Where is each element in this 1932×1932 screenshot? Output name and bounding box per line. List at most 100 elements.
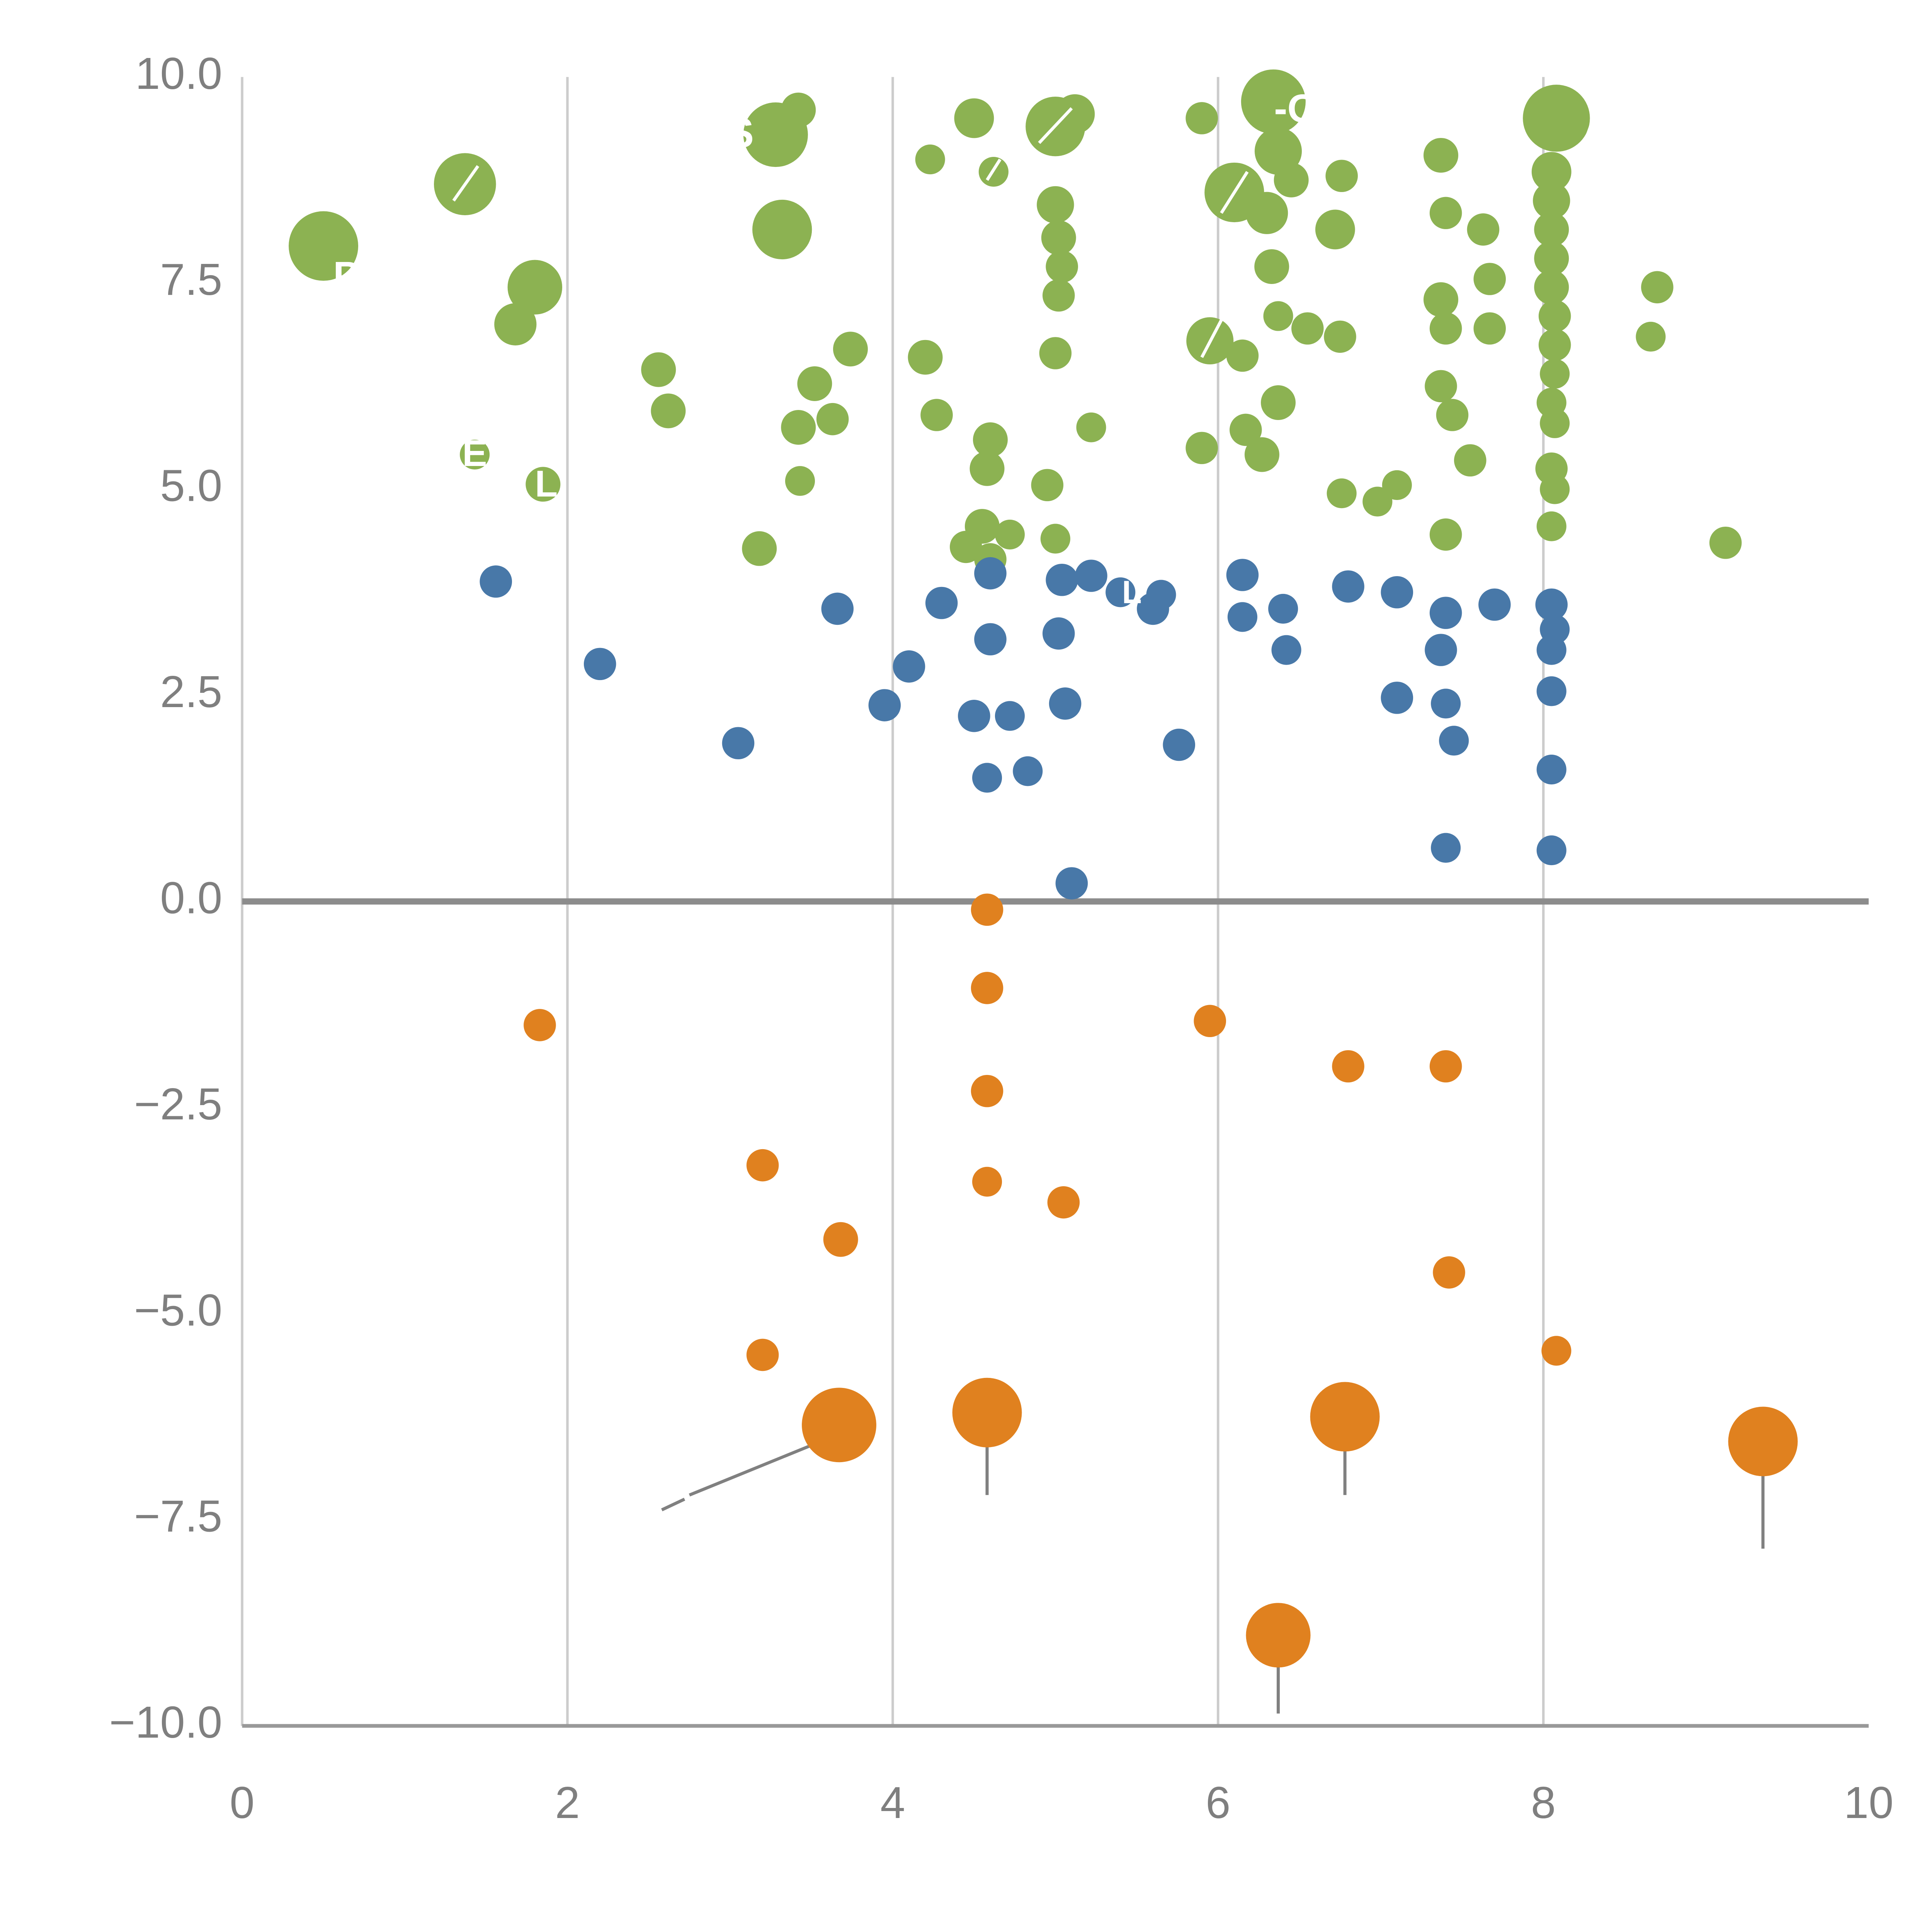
data-point-green-group [1534,241,1569,276]
data-point-green-group [526,467,561,502]
data-point-blue-group [1105,577,1136,607]
data-point-green-group [1523,85,1590,152]
leader-line-1 [661,1498,685,1512]
data-point-green-group [1536,511,1566,541]
data-point-blue-group [480,565,512,598]
data-point-green-group [1641,271,1673,304]
y-tick-label-8: −10.0 [109,1697,223,1747]
white-leader-line-4 [986,158,1002,181]
data-point-blue-group [1439,726,1469,756]
x-tick-label-2: 4 [880,1777,905,1828]
data-point-orange-group [1433,1256,1465,1289]
bubble-label-2: E [462,433,487,474]
data-point-green-group [995,519,1025,549]
data-point-green-group [1540,359,1570,389]
data-point-green-group [1230,413,1262,446]
data-point-green-group [785,466,815,496]
data-point-orange-group [1310,1382,1380,1452]
x-tick-label-0: 0 [230,1777,254,1828]
data-point-blue-group [1381,682,1413,714]
data-point-green-group [651,393,686,429]
data-point-green-group [1261,385,1296,420]
data-point-green-group [1046,250,1078,283]
data-point-blue-group [972,763,1002,793]
data-point-green-group [973,422,1008,457]
data-point-green-group [1274,162,1309,197]
data-point-green-group [1226,339,1259,372]
data-point-green-group [816,403,849,435]
data-point-orange-group [1047,1186,1080,1219]
data-point-blue-group [974,623,1007,656]
data-point-orange-group [1728,1406,1798,1476]
data-point-green-group [1254,249,1289,284]
data-point-green-group [641,352,676,387]
data-point-green-group [1037,186,1074,224]
data-point-blue-group [995,701,1025,731]
data-point-green-group [1429,312,1462,345]
data-point-blue-group [1046,563,1078,596]
data-point-green-group [1423,138,1459,173]
data-point-blue-group [1043,617,1075,650]
data-point-green-group [1636,321,1666,352]
data-point-green-group [1538,300,1571,332]
data-point-green-group [1031,469,1064,502]
data-point-orange-group [746,1149,779,1182]
data-point-green-group [1315,209,1355,250]
white-leader-line-0 [452,165,480,202]
data-point-blue-group [1055,867,1088,900]
x-tick-label-3: 6 [1206,1777,1230,1828]
data-point-green-group [781,92,816,128]
data-point-blue-group [1146,580,1176,610]
data-point-blue-group [821,592,854,625]
data-point-green-group [1429,518,1462,551]
y-tick-label-2: 5.0 [160,461,222,511]
y-tick-label-5: −2.5 [134,1079,222,1129]
data-point-green-group [1534,212,1569,247]
data-point-orange-group [972,1167,1002,1197]
data-point-blue-group [1381,576,1413,609]
data-point-green-group [1473,263,1506,295]
data-point-green-group [915,145,945,175]
data-point-blue-group [974,557,1007,590]
data-point-blue-group [1049,687,1082,720]
data-point-green-group [1055,94,1095,134]
bubble-label-6: L [1122,574,1142,610]
bubble-label-4: -O [1274,86,1318,131]
data-point-orange-group [1541,1336,1571,1366]
data-point-orange-group [1332,1050,1364,1083]
data-point-blue-group [1536,635,1566,665]
data-point-green-group [1040,524,1070,554]
data-point-green-group [460,439,490,470]
data-point-green-group [1039,337,1072,369]
white-leader-line-3 [1200,319,1223,358]
white-leader-line-1 [1038,107,1073,144]
data-point-green-group [1263,301,1293,331]
data-point-orange-group [802,1388,876,1463]
data-point-green-group [1291,312,1324,345]
bubble-label-5: A [1581,109,1610,154]
data-point-blue-group [722,727,755,760]
data-point-green-group [797,366,832,401]
leader-line-0 [689,1436,832,1497]
y-tick-label-3: 2.5 [160,667,222,717]
data-point-green-group [1467,213,1500,246]
data-point-green-group [1531,152,1571,192]
data-point-green-group [1325,160,1358,192]
data-point-green-group [1540,474,1570,504]
data-point-green-group [1382,470,1412,500]
data-point-blue-group [1227,602,1258,632]
data-point-blue-group [1536,835,1566,866]
data-point-blue-group [1075,560,1107,592]
data-point-orange-group [1194,1005,1226,1037]
data-point-orange-group [971,1075,1003,1107]
data-point-blue-group [1431,833,1461,863]
data-point-green-group [1538,328,1571,361]
data-point-blue-group [1163,728,1196,761]
x-tick-label-1: 2 [555,1777,580,1828]
data-point-blue-group [1226,559,1259,591]
data-point-green-group [1244,437,1279,472]
data-point-blue-group [1536,676,1566,706]
data-point-green-group [494,303,537,345]
data-point-blue-group [1478,588,1511,621]
